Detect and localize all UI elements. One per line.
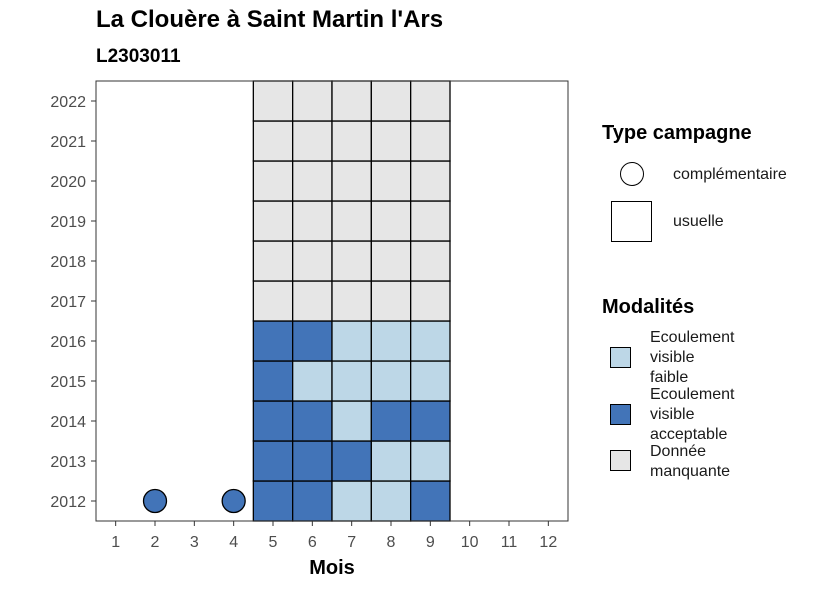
legend-type-label-complementaire: complémentaire (673, 166, 787, 183)
cell-2015-7 (331, 360, 372, 402)
cell-2019-5 (252, 200, 294, 242)
legend-key-faible (610, 347, 631, 368)
x-tick-label-6: 6 (308, 534, 317, 551)
cell-2021-7 (331, 120, 372, 162)
cell-2016-5 (252, 320, 294, 362)
y-tick-label-2017: 2017 (50, 294, 86, 311)
cell-2016-6 (292, 320, 333, 362)
cell-2020-8 (370, 160, 412, 202)
cell-2012-6 (292, 480, 333, 522)
cell-2019-7 (331, 200, 372, 242)
x-tick-label-5: 5 (269, 534, 278, 551)
legend-modalites-title: Modalités (602, 296, 695, 318)
cell-2017-6 (292, 280, 333, 322)
chart-title: La Clouère à Saint Martin l'Ars (96, 6, 444, 33)
cells-layer (142, 80, 451, 522)
y-tick-label-2013: 2013 (50, 454, 86, 471)
cell-2014-8 (370, 400, 412, 442)
cell-2013-7 (331, 440, 372, 482)
cell-2017-5 (252, 280, 294, 322)
cell-2014-6 (292, 400, 333, 442)
cell-2019-9 (410, 200, 451, 242)
y-tick-label-2018: 2018 (50, 254, 86, 271)
cell-2020-6 (292, 160, 333, 202)
y-tick-label-2012: 2012 (50, 494, 86, 511)
x-tick-label-12: 12 (539, 534, 557, 551)
cell-2019-6 (292, 200, 333, 242)
cell-2018-5 (252, 240, 294, 282)
x-tick-label-10: 10 (461, 534, 479, 551)
legend-label-acceptable: Ecoulement visible acceptable (650, 386, 735, 443)
y-tick-label-2021: 2021 (50, 134, 86, 151)
y-tick-label-2015: 2015 (50, 374, 86, 391)
cell-2013-9 (410, 440, 451, 482)
x-tick-label-8: 8 (387, 534, 396, 551)
legend-type-title: Type campagne (602, 122, 752, 144)
y-tick-label-2014: 2014 (50, 414, 86, 431)
cell-2022-5 (252, 80, 294, 122)
legend-circle-key (620, 162, 644, 186)
cell-2015-8 (370, 360, 412, 402)
x-tick-label-3: 3 (190, 534, 199, 551)
y-tick-label-2022: 2022 (50, 94, 86, 111)
cell-2016-9 (410, 320, 451, 362)
cell-2013-6 (292, 440, 333, 482)
cell-2013-8 (370, 440, 412, 482)
cell-2016-8 (370, 320, 412, 362)
cell-2016-7 (331, 320, 372, 362)
cell-2018-9 (410, 240, 451, 282)
x-tick-label-2: 2 (151, 534, 160, 551)
cell-2012-5 (252, 480, 294, 522)
cell-2012-4 (221, 488, 246, 514)
cell-2020-5 (252, 160, 294, 202)
cell-2015-9 (410, 360, 451, 402)
legend-label-manquante: Donnée manquante (650, 443, 731, 480)
x-tick-label-9: 9 (426, 534, 435, 551)
cell-2018-7 (331, 240, 372, 282)
legend-key-manquante (610, 450, 631, 471)
cell-2015-5 (252, 360, 294, 402)
cell-2012-2 (142, 488, 168, 514)
legend-square-key (611, 201, 652, 242)
cell-2021-6 (292, 120, 333, 162)
chart-subtitle: L2303011 (96, 46, 181, 67)
cell-2015-6 (292, 360, 333, 402)
cell-2022-9 (410, 80, 451, 122)
cell-2014-5 (252, 400, 294, 442)
x-axis-title: Mois (309, 557, 355, 579)
legend-label-faible: Ecoulement visible faible (650, 329, 735, 386)
x-tick-label-11: 11 (501, 534, 518, 551)
cell-2014-7 (331, 400, 372, 442)
y-tick-label-2016: 2016 (50, 334, 86, 351)
cell-2022-6 (292, 80, 333, 122)
cell-2018-6 (292, 240, 333, 282)
cell-2020-7 (331, 160, 372, 202)
legend-type-label-usuelle: usuelle (673, 213, 724, 230)
cell-2021-9 (410, 120, 451, 162)
cell-2014-9 (410, 400, 451, 442)
cell-2019-8 (370, 200, 412, 242)
cell-2021-5 (252, 120, 294, 162)
y-axis: 2012 2013 2014 2015 2016 2017 2018 2019 2020 2021… (50, 94, 96, 511)
cell-2022-8 (370, 80, 412, 122)
x-tick-label-1: 1 (111, 534, 120, 551)
cell-2012-9 (410, 480, 451, 522)
cell-2012-7 (331, 480, 372, 522)
cell-2013-5 (252, 440, 294, 482)
legend-key-acceptable (610, 404, 631, 425)
x-tick-label-7: 7 (347, 534, 356, 551)
y-tick-label-2019: 2019 (50, 214, 86, 231)
cell-2017-9 (410, 280, 451, 322)
cell-2022-7 (331, 80, 372, 122)
cell-2017-7 (331, 280, 372, 322)
cell-2017-8 (370, 280, 412, 322)
cell-2020-9 (410, 160, 451, 202)
x-axis: 1 2 3 4 5 6 7 8 9 10 11 12 (111, 521, 557, 551)
x-tick-label-4: 4 (229, 534, 238, 551)
cell-2012-8 (370, 480, 412, 522)
cell-2018-8 (370, 240, 412, 282)
y-tick-label-2020: 2020 (50, 174, 86, 191)
cell-2021-8 (370, 120, 412, 162)
